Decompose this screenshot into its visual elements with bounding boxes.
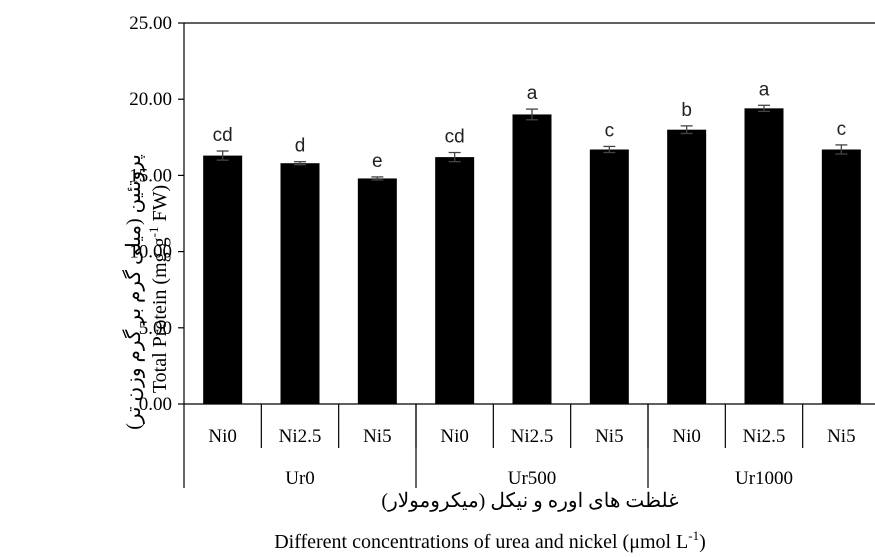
group-label: Ur1000 [735, 468, 793, 489]
axes [178, 22, 875, 488]
significance-letter: d [295, 136, 306, 157]
category-label: Ni2.5 [511, 426, 554, 447]
bars [203, 104, 861, 405]
significance-letter: cd [445, 127, 465, 148]
bar [280, 163, 320, 404]
significance-letter: b [681, 100, 692, 121]
significance-letter: c [837, 119, 847, 140]
y-axis-title-persian: پروتئین (میلی گرم بر گرم وزن تر) [122, 154, 145, 430]
y-axis-title-english: Total Protein (mg g-1 FW) [146, 185, 171, 393]
bar [744, 108, 784, 405]
significance-letter: a [759, 79, 770, 100]
y-tick-label: 25.00 [129, 13, 172, 34]
category-label: Ni5 [595, 426, 624, 447]
significance-letter: cd [213, 125, 233, 146]
category-label: Ni5 [363, 426, 392, 447]
bar [512, 114, 552, 404]
category-label: Ni2.5 [743, 426, 786, 447]
labels: 0.00 5.00 10.00 15.00 20.00 25.00 cd Ni0 d Ni2.5 e… [129, 13, 855, 489]
y-tick-label: 5.00 [139, 318, 172, 339]
bar [357, 178, 397, 404]
significance-letter: e [372, 151, 383, 172]
category-label: Ni0 [208, 426, 237, 447]
bar [667, 129, 707, 404]
y-tick-label: 0.00 [139, 394, 172, 415]
x-axis-title-persian: غلظت های اوره و نیکل (میکرومولار) [381, 490, 678, 512]
x-axis-title-english: Different concentrations of urea and nic… [274, 528, 706, 553]
category-label: Ni2.5 [279, 426, 322, 447]
y-tick-label: 15.00 [129, 165, 172, 186]
bar [821, 149, 861, 404]
bar [589, 149, 629, 404]
significance-letter: c [605, 120, 615, 141]
bar [435, 157, 475, 404]
y-tick-label: 20.00 [129, 89, 172, 110]
significance-letter: a [527, 83, 538, 104]
category-label: Ni0 [672, 426, 701, 447]
bar [203, 155, 243, 404]
category-label: Ni0 [440, 426, 469, 447]
category-label: Ni5 [827, 426, 856, 447]
y-tick-label: 10.00 [129, 242, 172, 263]
group-label: Ur0 [285, 468, 315, 489]
group-label: Ur500 [508, 468, 557, 489]
